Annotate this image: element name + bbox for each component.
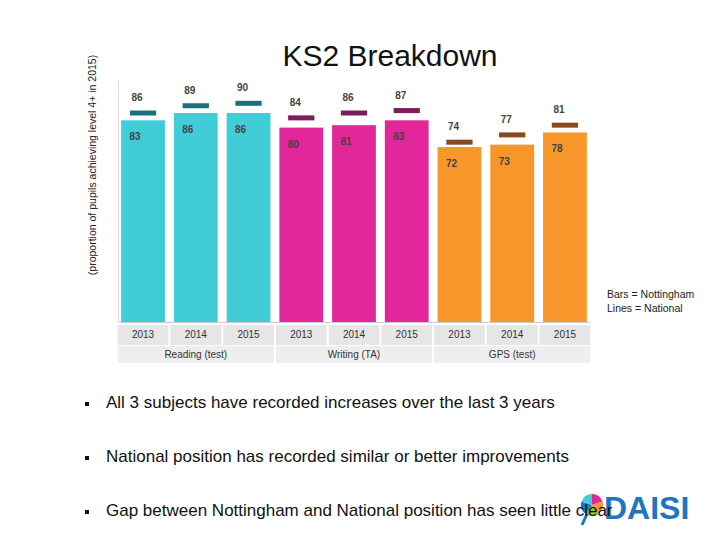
x-axis-cell <box>540 325 591 345</box>
x-axis-cell <box>276 325 327 345</box>
x-axis-cells <box>118 325 591 363</box>
marker-label: 86 <box>342 92 354 103</box>
title: KS2 Breakdown <box>282 39 497 72</box>
marker-label: 90 <box>237 82 249 93</box>
logo-text: DAISI <box>604 490 689 526</box>
bar <box>332 125 376 322</box>
x-axis-cell <box>170 325 221 345</box>
x-tick: 2013 <box>448 322 471 340</box>
marker-label: 87 <box>395 90 407 101</box>
bar-label: 86 <box>182 124 194 135</box>
national-marker <box>394 108 420 113</box>
x-tick: 2014 <box>501 322 524 340</box>
x-group-cell <box>276 346 432 363</box>
x-tick-label: 2014 <box>343 329 366 340</box>
bar-label: 78 <box>551 143 563 154</box>
y-axis-line <box>118 80 119 323</box>
national-marker <box>130 111 156 116</box>
bar <box>279 128 323 322</box>
x-axis-cell <box>223 325 274 345</box>
x-tick: 2014 <box>343 322 366 340</box>
x-tick-label: 2013 <box>132 329 155 340</box>
x-tick: 2015 <box>237 322 260 340</box>
x-group-label: GPS (test) <box>489 349 536 360</box>
x-axis-cell <box>118 325 169 345</box>
national-marker <box>552 123 578 128</box>
bar-label: 73 <box>499 156 511 167</box>
national-marker <box>446 140 472 145</box>
x-group-label: Writing (TA) <box>328 349 380 360</box>
x-tick: 2015 <box>554 322 577 340</box>
national-marker <box>183 103 209 108</box>
y-axis-label: (proportion of pupils achieving level 4+… <box>86 55 98 275</box>
x-axis: 2013 2014 2015 2013 2014 2015 2013 2014 2015 <box>119 322 591 340</box>
y-axis <box>118 80 119 323</box>
marker-label: 89 <box>184 85 196 96</box>
national-marker <box>499 132 525 137</box>
bar <box>385 120 429 322</box>
bar-label: 72 <box>446 158 458 169</box>
national-marker <box>341 111 367 116</box>
bar-label: 83 <box>129 131 141 142</box>
legend-entry: Bars = Nottingham <box>607 288 695 300</box>
bar <box>543 132 587 322</box>
bar <box>227 113 271 322</box>
x-axis-cell <box>434 325 485 345</box>
x-tick-label: 2015 <box>554 329 577 340</box>
bar <box>174 113 218 322</box>
marks <box>121 101 587 322</box>
x-tick-label: 2013 <box>448 329 471 340</box>
x-group-cell <box>118 346 274 363</box>
bar <box>490 145 534 322</box>
x-group-label: Reading (test) <box>164 349 227 360</box>
bar-label: 86 <box>235 124 247 135</box>
bar <box>121 120 165 322</box>
marker-label: 84 <box>290 97 302 108</box>
bar-label: 81 <box>340 136 352 147</box>
x-axis-cell <box>381 325 432 345</box>
bar <box>438 147 482 322</box>
x-tick: 2014 <box>185 322 208 340</box>
x-tick-label: 2015 <box>237 329 260 340</box>
bullet: National position has recorded similar o… <box>100 438 700 476</box>
bar-label: 80 <box>288 139 300 150</box>
x-axis-cell <box>329 325 380 345</box>
marker-label: 74 <box>448 121 460 132</box>
national-marker <box>288 115 314 120</box>
x-group-cell <box>434 346 590 363</box>
data-labels: 83 86 86 80 81 83 72 73 78 86 89 90 84 86 87 74 77 81 <box>129 82 564 169</box>
x-tick: 2013 <box>132 322 155 340</box>
x-tick-label: 2014 <box>185 329 208 340</box>
legend: Bars = Nottingham Lines = National <box>607 288 695 314</box>
legend-entry: Lines = National <box>607 302 683 314</box>
marker-label: 77 <box>501 114 513 125</box>
marker-label: 86 <box>131 92 143 103</box>
national-marker <box>235 101 261 106</box>
x-tick: 2013 <box>290 322 313 340</box>
x-axis-line <box>119 322 591 323</box>
marker-label: 81 <box>553 104 565 115</box>
bar-label: 83 <box>393 131 405 142</box>
x-tick-label: 2014 <box>501 329 524 340</box>
bullet: Gap between Nottingham and National posi… <box>100 492 700 540</box>
x-tick-label: 2015 <box>396 329 419 340</box>
bullet: All 3 subjects have recorded increases o… <box>100 384 700 422</box>
bullet-list: All 3 subjects have recorded increases o… <box>78 384 700 540</box>
x-tick-label: 2013 <box>290 329 313 340</box>
x-axis-cell <box>487 325 538 345</box>
x-tick: 2015 <box>396 322 419 340</box>
